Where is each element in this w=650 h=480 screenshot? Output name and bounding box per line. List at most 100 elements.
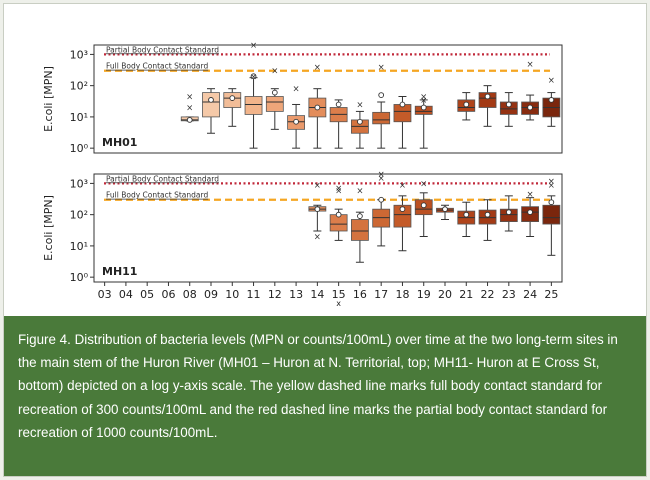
box-iqr [478, 92, 497, 108]
box-mean [399, 101, 406, 108]
box-22 [478, 85, 497, 127]
box-10 [223, 88, 242, 127]
full-contact-label: Full Body Contact Standard [106, 62, 208, 71]
box-mean [357, 118, 363, 125]
x-tick-label: 10 [225, 288, 239, 301]
box-mean [335, 101, 342, 108]
box-18 [393, 95, 412, 149]
box-09 [202, 88, 220, 134]
box-14: × [308, 63, 327, 149]
box-mean [548, 199, 555, 206]
box-iqr [244, 96, 263, 115]
caption-box: Figure 4. Distribution of bacteria level… [4, 316, 646, 476]
partial-contact-label: Partial Body Contact Standard [106, 45, 219, 54]
box-20 [436, 204, 454, 220]
box-mean [527, 104, 533, 111]
box-mean [442, 206, 448, 213]
box-15: ×× [329, 184, 348, 241]
x-tick-label: 24 [523, 288, 537, 301]
x-tick-label: 25 [544, 288, 558, 301]
x-tick-label: 08 [183, 288, 197, 301]
outlier-marker: × [527, 60, 534, 70]
outlier-marker: × [378, 174, 385, 184]
y-tick-label: 10⁰ [70, 271, 89, 284]
outlier-marker: × [420, 96, 427, 106]
plot-area [93, 173, 563, 283]
box-mean [378, 92, 385, 98]
box-13: × [287, 85, 305, 149]
box-mean [335, 211, 342, 218]
box-mean [463, 101, 470, 108]
box-iqr [393, 204, 412, 228]
box-24: × [521, 60, 539, 121]
box-mean [463, 211, 470, 218]
box-19: × [414, 179, 433, 238]
box-mean [293, 118, 299, 125]
x-axis-extra-marker: x [336, 299, 341, 308]
x-tick-label: 20 [438, 288, 452, 301]
x-tick-label: 12 [268, 288, 282, 301]
x-tick-label: 16 [353, 288, 367, 301]
x-tick-label: 22 [481, 288, 495, 301]
outlier-marker: × [314, 63, 321, 73]
y-tick-label: 10² [70, 80, 88, 93]
box-11: ×× [244, 41, 263, 149]
box-21 [457, 201, 476, 238]
panel-mh11: 10⁰ 10¹ 10² 10³ E.coli [MPN] Partial Body Con… [42, 170, 563, 284]
x-tick-label: 18 [395, 288, 409, 301]
y-tick-label: 10² [70, 209, 88, 222]
partial-contact-label: Partial Body Contact Standard [106, 174, 219, 183]
box-mean [357, 213, 363, 219]
outlier-marker: × [420, 179, 427, 189]
box-mean [229, 95, 236, 101]
outlier-marker: × [186, 104, 193, 114]
box-21 [457, 92, 476, 121]
box-mean [505, 101, 512, 108]
box-mean [527, 209, 533, 216]
box-19: ×× [414, 92, 433, 149]
x-tick-label: 11 [247, 288, 261, 301]
box-mean [314, 206, 321, 213]
outlier-marker: × [314, 181, 321, 191]
full-contact-label: Full Body Contact Standard [106, 191, 208, 200]
box-mean [420, 104, 427, 111]
outlier-marker: × [271, 67, 278, 77]
y-tick-label: 10¹ [70, 240, 88, 253]
outlier-marker: × [399, 181, 406, 191]
outlier-marker: × [293, 85, 300, 95]
outlier-marker: × [420, 92, 427, 102]
box-22 [478, 199, 497, 241]
x-tick-label: 09 [204, 288, 218, 301]
y-tick-label: 10³ [70, 48, 88, 61]
box-24: × [521, 190, 539, 238]
panel-mh01: 10⁰ 10¹ 10² 10³ E.coli [MPN] Partial Body Con… [42, 41, 563, 155]
box-mean [484, 211, 491, 218]
box-mean [208, 97, 214, 103]
box-iqr [202, 92, 220, 118]
box-mean [314, 104, 321, 111]
box-iqr [499, 208, 518, 222]
box-23 [499, 195, 518, 232]
box-18: × [393, 181, 412, 252]
outlier-marker: × [250, 41, 257, 51]
box-iqr [372, 111, 391, 125]
x-tick-label: 15 [332, 288, 346, 301]
box-16: × [351, 100, 369, 149]
outlier-marker: × [356, 186, 363, 196]
box-mean [271, 89, 278, 96]
x-tick-label: 05 [140, 288, 154, 301]
box-mean [548, 97, 555, 103]
box-17: ×× [372, 170, 391, 247]
x-tick-label: 03 [98, 288, 112, 301]
outlier-marker: × [548, 76, 555, 86]
y-axis-label: E.coli [MPN] [42, 195, 55, 261]
box-mean [484, 93, 491, 100]
box-17: × [372, 63, 391, 149]
box-mean [378, 196, 385, 203]
x-tick-label: 06 [161, 288, 175, 301]
box-25: × [542, 76, 561, 127]
x-tick-label: 13 [289, 288, 303, 301]
box-14: ×× [308, 181, 327, 243]
box-iqr [351, 219, 369, 241]
box-16: × [351, 186, 369, 263]
